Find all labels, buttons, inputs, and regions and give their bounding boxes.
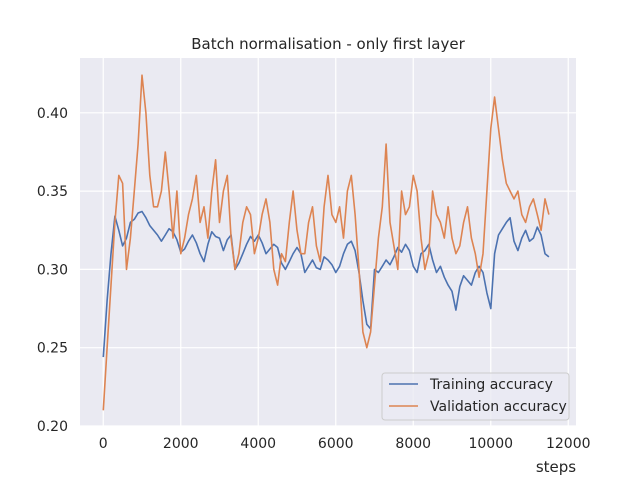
y-tick-label: 0.20 bbox=[37, 419, 68, 435]
x-tick-label: 8000 bbox=[395, 436, 431, 452]
training-accuracy-line bbox=[102, 210, 550, 358]
x-tick-label: 0 bbox=[99, 436, 108, 452]
chart-title: Batch normalisation - only first layer bbox=[191, 35, 465, 53]
legend-label-validation: Validation accuracy bbox=[430, 399, 567, 415]
series-lines bbox=[102, 74, 550, 411]
x-tick-label: 12000 bbox=[546, 436, 591, 452]
y-tick-label: 0.40 bbox=[37, 106, 68, 122]
legend: Training accuracy Validation accuracy bbox=[381, 372, 570, 421]
x-axis-ticks: 0 2000 4000 6000 8000 10000 12000 bbox=[99, 436, 591, 452]
x-tick-label: 2000 bbox=[163, 436, 199, 452]
y-tick-label: 0.25 bbox=[37, 341, 68, 357]
legend-box bbox=[381, 372, 570, 421]
x-tick-label: 10000 bbox=[468, 436, 513, 452]
x-tick-label: 4000 bbox=[240, 436, 276, 452]
legend-label-training: Training accuracy bbox=[429, 377, 553, 393]
y-tick-label: 0.35 bbox=[37, 184, 68, 200]
plot-area bbox=[80, 58, 576, 426]
x-axis-label: steps bbox=[536, 458, 576, 476]
y-tick-label: 0.30 bbox=[37, 262, 68, 278]
y-axis-ticks: 0.20 0.25 0.30 0.35 0.40 bbox=[37, 106, 68, 435]
grid-lines bbox=[80, 58, 576, 427]
x-tick-label: 6000 bbox=[318, 436, 354, 452]
validation-accuracy-line bbox=[102, 74, 550, 411]
